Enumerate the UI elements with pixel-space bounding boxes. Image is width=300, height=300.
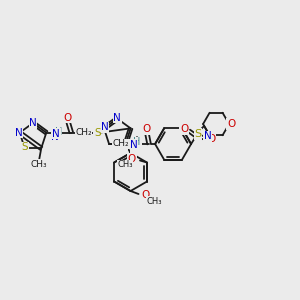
Text: CH₂: CH₂ bbox=[113, 140, 129, 148]
Text: H: H bbox=[134, 138, 142, 148]
Text: N: N bbox=[29, 118, 37, 128]
Text: N: N bbox=[52, 129, 60, 139]
Text: O: O bbox=[141, 190, 150, 200]
Text: O: O bbox=[142, 124, 150, 134]
Text: S: S bbox=[22, 142, 28, 152]
Text: H: H bbox=[134, 137, 141, 147]
Text: N: N bbox=[113, 113, 121, 123]
Text: S: S bbox=[94, 128, 101, 138]
Text: S: S bbox=[194, 129, 202, 139]
Text: CH₃: CH₃ bbox=[31, 160, 47, 169]
Text: N: N bbox=[51, 132, 59, 142]
Text: H: H bbox=[55, 127, 62, 137]
Text: N: N bbox=[204, 131, 212, 141]
Text: O: O bbox=[207, 134, 215, 144]
Text: N: N bbox=[15, 128, 22, 138]
Text: CH₂: CH₂ bbox=[75, 128, 92, 137]
Text: N: N bbox=[120, 140, 128, 150]
Text: N: N bbox=[130, 143, 138, 153]
Text: N: N bbox=[101, 122, 109, 132]
Text: O: O bbox=[128, 154, 136, 164]
Text: O: O bbox=[227, 119, 235, 129]
Text: N: N bbox=[130, 140, 138, 150]
Text: CH₃: CH₃ bbox=[117, 160, 133, 169]
Text: O: O bbox=[180, 124, 188, 134]
Text: CH₃: CH₃ bbox=[147, 196, 162, 206]
Text: O: O bbox=[63, 113, 71, 123]
